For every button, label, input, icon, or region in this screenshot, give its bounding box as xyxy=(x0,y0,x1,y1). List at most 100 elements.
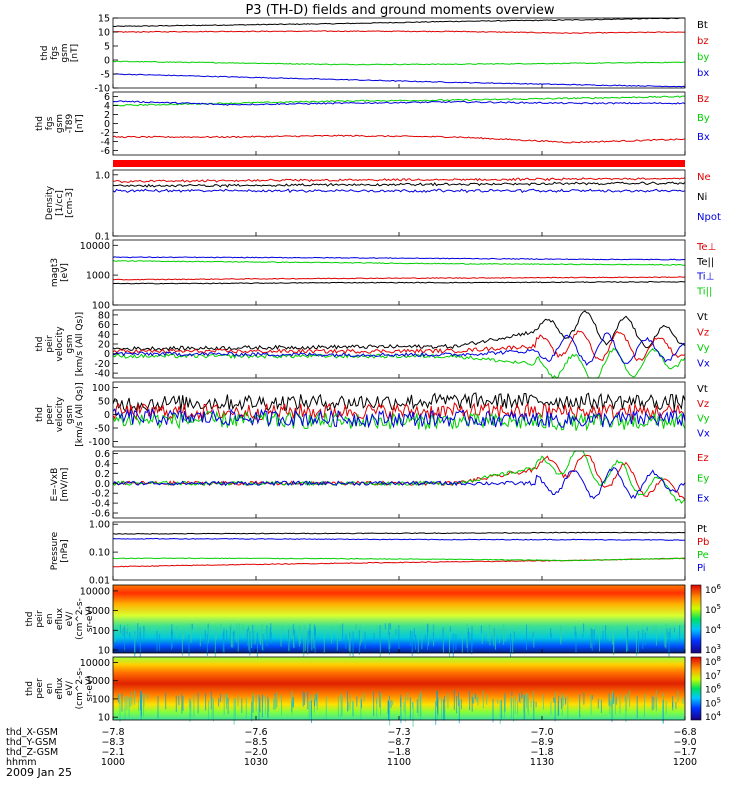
spectrogram-noise-mark xyxy=(668,631,670,657)
spectrogram-noise-mark xyxy=(307,630,309,645)
spectrogram-noise-mark xyxy=(331,626,333,644)
spectrogram-noise-mark xyxy=(449,626,451,632)
spectrogram-noise-mark xyxy=(347,691,348,712)
spectrogram-noise-mark xyxy=(303,625,305,630)
y-axis-label: eflux xyxy=(55,677,65,700)
spectrogram-noise-mark xyxy=(147,694,149,700)
spectrogram-noise-mark xyxy=(349,632,351,645)
spectrogram-noise-mark xyxy=(226,693,228,704)
spectrogram-noise-mark xyxy=(636,695,638,719)
spectrogram-noise-mark xyxy=(349,694,351,710)
spectrogram-noise-mark xyxy=(246,629,248,646)
spectrogram-noise-mark xyxy=(497,699,499,704)
spectrogram-noise-mark xyxy=(291,628,293,640)
spectrogram-noise-mark xyxy=(442,627,444,650)
spectrogram-noise-mark xyxy=(432,624,434,641)
spectrogram-noise-mark xyxy=(417,633,419,655)
spectrogram-noise-mark xyxy=(389,623,391,630)
spectrogram-noise-mark xyxy=(663,692,664,698)
spectrogram-noise-mark xyxy=(181,693,183,714)
y-axis-label: en xyxy=(45,683,55,694)
y-tick-label: 60 xyxy=(98,320,110,331)
spectrogram-noise-mark xyxy=(314,630,316,638)
spectrogram-noise-mark xyxy=(280,630,282,647)
legend-label: Pb xyxy=(697,537,709,548)
y-axis-label: magt3 xyxy=(50,258,60,287)
spectrogram-noise-mark xyxy=(527,693,529,712)
figure-title: P3 (TH-D) fields and ground moments over… xyxy=(245,3,554,18)
ephemeris-tick-label: 1200 xyxy=(673,757,697,768)
spectrogram-noise-mark xyxy=(665,623,667,649)
spectrogram-noise-mark xyxy=(664,632,666,648)
y-axis-label: Pressure xyxy=(50,531,60,570)
spectrogram-noise-mark xyxy=(512,631,514,654)
spectrogram-noise-mark xyxy=(230,623,232,648)
series-line-bt xyxy=(112,17,685,28)
spectrogram-noise-mark xyxy=(227,697,229,714)
series-line-te xyxy=(112,276,686,281)
spectrogram-noise-mark xyxy=(340,625,342,636)
ephemeris-tick-label: 1130 xyxy=(530,757,554,768)
legend-label: Ez xyxy=(697,453,709,464)
spectrogram-noise-mark xyxy=(323,633,325,654)
spectrogram-noise-mark xyxy=(289,627,291,633)
y-tick-label: 0.1 xyxy=(95,232,110,243)
spectrogram-noise-mark xyxy=(510,698,512,708)
series-line-vt xyxy=(112,392,686,413)
legend-label: Vy xyxy=(697,414,710,425)
spectrogram-noise-mark xyxy=(513,698,514,722)
spectrogram-noise-mark xyxy=(574,626,576,636)
spectrogram-noise-mark xyxy=(436,690,438,707)
spectrogram-noise-mark xyxy=(308,701,310,720)
spectrogram-noise-mark xyxy=(458,697,460,704)
y-tick-label: 2 xyxy=(104,110,110,121)
spectrogram-noise-mark xyxy=(590,628,592,644)
ephemeris-tick-label: −8.7 xyxy=(387,737,410,748)
spectrogram-noise-mark xyxy=(337,696,339,718)
legend-label: Vy xyxy=(697,343,710,354)
y-tick-label: -0.4 xyxy=(91,499,110,510)
spectrogram-2 xyxy=(113,657,685,720)
spectrogram-noise-mark xyxy=(416,699,418,713)
ephemeris-row-label: thd_X-GSM xyxy=(6,727,58,738)
y-tick-label: 15 xyxy=(98,14,110,25)
spectrogram-noise-mark xyxy=(314,628,316,654)
y-tick-label: -5 xyxy=(101,70,110,81)
ephemeris-tick-label: 1000 xyxy=(101,757,125,768)
legend-label: Te⊥ xyxy=(696,242,716,253)
spectrogram-noise-mark xyxy=(421,627,423,650)
ephemeris-tick-label: −1.8 xyxy=(530,747,553,758)
y-axis-label: thd xyxy=(35,407,45,422)
spectrogram-noise-mark xyxy=(261,624,263,650)
legend-label: Vt xyxy=(697,384,708,395)
spectrogram-noise-mark xyxy=(352,631,354,657)
series-line-vz xyxy=(112,330,686,362)
y-axis-label: peer xyxy=(45,404,55,425)
spectrogram-noise-mark xyxy=(666,628,668,637)
spectrogram-noise-mark xyxy=(504,628,506,642)
spectrogram-noise-mark xyxy=(389,632,390,655)
series-line-te xyxy=(112,280,686,285)
spectrogram-noise-mark xyxy=(336,632,338,651)
spectrogram-noise-mark xyxy=(270,623,272,636)
spectrogram-noise-mark xyxy=(126,695,128,711)
spectrogram-noise-mark xyxy=(356,696,358,707)
spectrogram-noise-mark xyxy=(190,700,192,718)
spectrogram-noise-mark xyxy=(404,696,406,722)
panel-3: Ne Ni Npot 0.1 1.0 Density [1/cc] [cm-3] xyxy=(45,169,721,243)
spectrogram-noise-mark xyxy=(159,634,161,651)
spectrogram-noise-mark xyxy=(583,623,585,633)
spectrogram-noise-mark xyxy=(651,695,653,711)
spectrogram-noise-mark xyxy=(268,698,270,712)
spectrogram-noise-mark xyxy=(128,697,130,718)
spectrogram-noise-mark xyxy=(591,695,593,700)
spectrogram-noise-mark xyxy=(293,623,294,648)
spectrogram-noise-mark xyxy=(222,631,224,652)
legend-label: Vz xyxy=(697,328,709,339)
spectrogram-noise-mark xyxy=(437,697,439,716)
series-line-bz xyxy=(112,134,686,144)
y-tick-label: 10000 xyxy=(80,658,110,669)
spectrogram-noise-mark xyxy=(191,623,193,630)
legend-label: Vx xyxy=(697,428,710,439)
spectrogram-noise-mark xyxy=(501,628,503,634)
